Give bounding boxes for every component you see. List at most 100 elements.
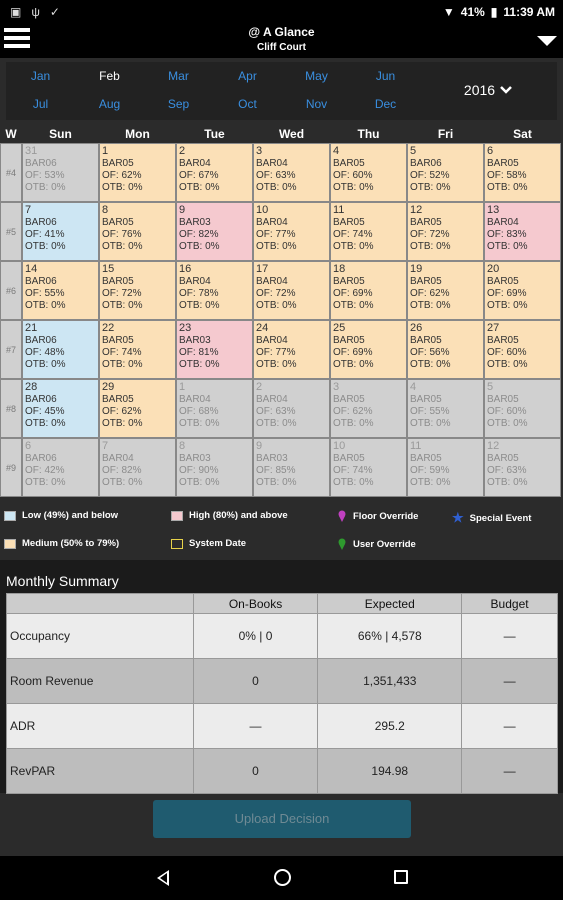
month-may[interactable]: May bbox=[305, 69, 328, 83]
day-cell[interactable]: 7 BAR04 OF: 82% OTB: 0% bbox=[99, 438, 176, 497]
occupancy-forecast: OF: 85% bbox=[256, 465, 296, 476]
on-the-books: OTB: 0% bbox=[179, 182, 220, 193]
day-cell[interactable]: 12 BAR05 OF: 63% OTB: 0% bbox=[484, 438, 561, 497]
day-cell[interactable]: 27 BAR05 OF: 60% OTB: 0% bbox=[484, 320, 561, 379]
on-the-books: OTB: 0% bbox=[410, 300, 451, 311]
month-aug[interactable]: Aug bbox=[98, 97, 121, 111]
on-the-books: OTB: 0% bbox=[487, 359, 528, 370]
on-the-books: OTB: 0% bbox=[333, 418, 374, 429]
day-cell[interactable]: 8 BAR03 OF: 90% OTB: 0% bbox=[176, 438, 253, 497]
rate-code: BAR05 bbox=[410, 453, 442, 464]
month-dec[interactable]: Dec bbox=[374, 97, 397, 111]
rate-code: BAR04 bbox=[179, 394, 211, 405]
day-cell[interactable]: 5 BAR05 OF: 60% OTB: 0% bbox=[484, 379, 561, 438]
rate-code: BAR05 bbox=[487, 335, 519, 346]
year-selector[interactable]: 2016 bbox=[420, 62, 557, 118]
day-cell[interactable]: 29 BAR05 OF: 62% OTB: 0% bbox=[99, 379, 176, 438]
notification-icon: ▣ bbox=[10, 5, 22, 19]
day-number: 1 bbox=[179, 381, 186, 393]
legend-medium: Medium (50% to 79%) bbox=[4, 538, 119, 549]
day-cell[interactable]: 6 BAR06 OF: 42% OTB: 0% bbox=[22, 438, 99, 497]
day-cell[interactable]: 28 BAR06 OF: 45% OTB: 0% bbox=[22, 379, 99, 438]
day-cell[interactable]: 9 BAR03 OF: 82% OTB: 0% bbox=[176, 202, 253, 261]
day-cell[interactable]: 10 BAR04 OF: 77% OTB: 0% bbox=[253, 202, 330, 261]
day-cell[interactable]: 1 BAR04 OF: 68% OTB: 0% bbox=[176, 379, 253, 438]
month-jul[interactable]: Jul bbox=[32, 97, 49, 111]
day-cell[interactable]: 25 BAR05 OF: 69% OTB: 0% bbox=[330, 320, 407, 379]
summary-expected: 66% | 4,578 bbox=[317, 613, 463, 659]
day-number: 20 bbox=[487, 263, 500, 275]
day-cell[interactable]: 21 BAR06 OF: 48% OTB: 0% bbox=[22, 320, 99, 379]
summary-expected: 194.98 bbox=[317, 748, 463, 794]
occupancy-forecast: OF: 55% bbox=[25, 288, 65, 299]
rate-code: BAR03 bbox=[256, 453, 288, 464]
day-cell[interactable]: 4 BAR05 OF: 55% OTB: 0% bbox=[407, 379, 484, 438]
day-cell[interactable]: 19 BAR05 OF: 62% OTB: 0% bbox=[407, 261, 484, 320]
on-the-books: OTB: 0% bbox=[179, 359, 220, 370]
day-cell[interactable]: 2 BAR04 OF: 63% OTB: 0% bbox=[253, 379, 330, 438]
day-number: 24 bbox=[256, 322, 269, 334]
day-cell[interactable]: 31 BAR06 OF: 53% OTB: 0% bbox=[22, 143, 99, 202]
rate-code: BAR05 bbox=[410, 217, 442, 228]
day-cell[interactable]: 6 BAR05 OF: 58% OTB: 0% bbox=[484, 143, 561, 202]
day-header-thu: Thu bbox=[357, 127, 380, 141]
rate-code: BAR06 bbox=[25, 453, 57, 464]
month-jan[interactable]: Jan bbox=[30, 69, 51, 83]
day-cell[interactable]: 8 BAR05 OF: 76% OTB: 0% bbox=[99, 202, 176, 261]
day-cell[interactable]: 26 BAR05 OF: 56% OTB: 0% bbox=[407, 320, 484, 379]
month-nov[interactable]: Nov bbox=[305, 97, 328, 111]
month-oct[interactable]: Oct bbox=[238, 97, 257, 111]
month-feb[interactable]: Feb bbox=[99, 69, 120, 83]
day-cell[interactable]: 3 BAR05 OF: 62% OTB: 0% bbox=[330, 379, 407, 438]
day-cell[interactable]: 16 BAR04 OF: 78% OTB: 0% bbox=[176, 261, 253, 320]
month-jun[interactable]: Jun bbox=[375, 69, 396, 83]
day-cell[interactable]: 20 BAR05 OF: 69% OTB: 0% bbox=[484, 261, 561, 320]
day-cell[interactable]: 5 BAR06 OF: 52% OTB: 0% bbox=[407, 143, 484, 202]
day-cell[interactable]: 12 BAR05 OF: 72% OTB: 0% bbox=[407, 202, 484, 261]
dropdown-caret-icon[interactable] bbox=[537, 36, 557, 46]
month-sep[interactable]: Sep bbox=[167, 97, 190, 111]
day-cell[interactable]: 10 BAR05 OF: 74% OTB: 0% bbox=[330, 438, 407, 497]
menu-icon[interactable] bbox=[4, 28, 30, 52]
summary-row-label: ADR bbox=[6, 703, 194, 749]
day-cell[interactable]: 13 BAR04 OF: 83% OTB: 0% bbox=[484, 202, 561, 261]
day-cell[interactable]: 7 BAR06 OF: 41% OTB: 0% bbox=[22, 202, 99, 261]
day-cell[interactable]: 22 BAR05 OF: 74% OTB: 0% bbox=[99, 320, 176, 379]
occupancy-forecast: OF: 62% bbox=[333, 406, 373, 417]
occupancy-forecast: OF: 90% bbox=[179, 465, 219, 476]
day-header-mon: Mon bbox=[125, 127, 150, 141]
status-icons-left: ▣ ψ ✓ bbox=[10, 5, 60, 19]
pin-icon bbox=[338, 510, 346, 522]
occupancy-forecast: OF: 62% bbox=[102, 406, 142, 417]
day-number: 22 bbox=[102, 322, 115, 334]
recent-apps-icon[interactable] bbox=[394, 870, 408, 884]
home-icon[interactable] bbox=[274, 869, 291, 886]
upload-decision-button[interactable]: Upload Decision bbox=[153, 800, 411, 838]
legend-special-event: ★ Special Event bbox=[452, 510, 531, 526]
day-cell[interactable]: 4 BAR05 OF: 60% OTB: 0% bbox=[330, 143, 407, 202]
day-cell[interactable]: 15 BAR05 OF: 72% OTB: 0% bbox=[99, 261, 176, 320]
day-cell[interactable]: 18 BAR05 OF: 69% OTB: 0% bbox=[330, 261, 407, 320]
on-the-books: OTB: 0% bbox=[487, 241, 528, 252]
month-apr[interactable]: Apr bbox=[238, 69, 257, 83]
occupancy-forecast: OF: 67% bbox=[179, 170, 219, 181]
day-cell[interactable]: 9 BAR03 OF: 85% OTB: 0% bbox=[253, 438, 330, 497]
day-cell[interactable]: 2 BAR04 OF: 67% OTB: 0% bbox=[176, 143, 253, 202]
day-cell[interactable]: 24 BAR04 OF: 77% OTB: 0% bbox=[253, 320, 330, 379]
day-cell[interactable]: 11 BAR05 OF: 74% OTB: 0% bbox=[330, 202, 407, 261]
calendar-week-row: #7 21 BAR06 OF: 48% OTB: 0% 22 BAR05 OF: 74% OTB… bbox=[0, 320, 563, 379]
back-icon[interactable] bbox=[157, 870, 169, 886]
summary-budget: — bbox=[461, 703, 558, 749]
month-mar[interactable]: Mar bbox=[168, 69, 189, 83]
rate-code: BAR04 bbox=[256, 217, 288, 228]
day-cell[interactable]: 1 BAR05 OF: 62% OTB: 0% bbox=[99, 143, 176, 202]
day-cell[interactable]: 17 BAR04 OF: 72% OTB: 0% bbox=[253, 261, 330, 320]
day-cell[interactable]: 14 BAR06 OF: 55% OTB: 0% bbox=[22, 261, 99, 320]
day-cell[interactable]: 3 BAR04 OF: 63% OTB: 0% bbox=[253, 143, 330, 202]
day-number: 31 bbox=[25, 145, 38, 157]
day-cell[interactable]: 23 BAR03 OF: 81% OTB: 0% bbox=[176, 320, 253, 379]
day-cell[interactable]: 11 BAR05 OF: 59% OTB: 0% bbox=[407, 438, 484, 497]
summary-row-label: Room Revenue bbox=[6, 658, 194, 704]
summary-title: Monthly Summary bbox=[6, 573, 119, 589]
